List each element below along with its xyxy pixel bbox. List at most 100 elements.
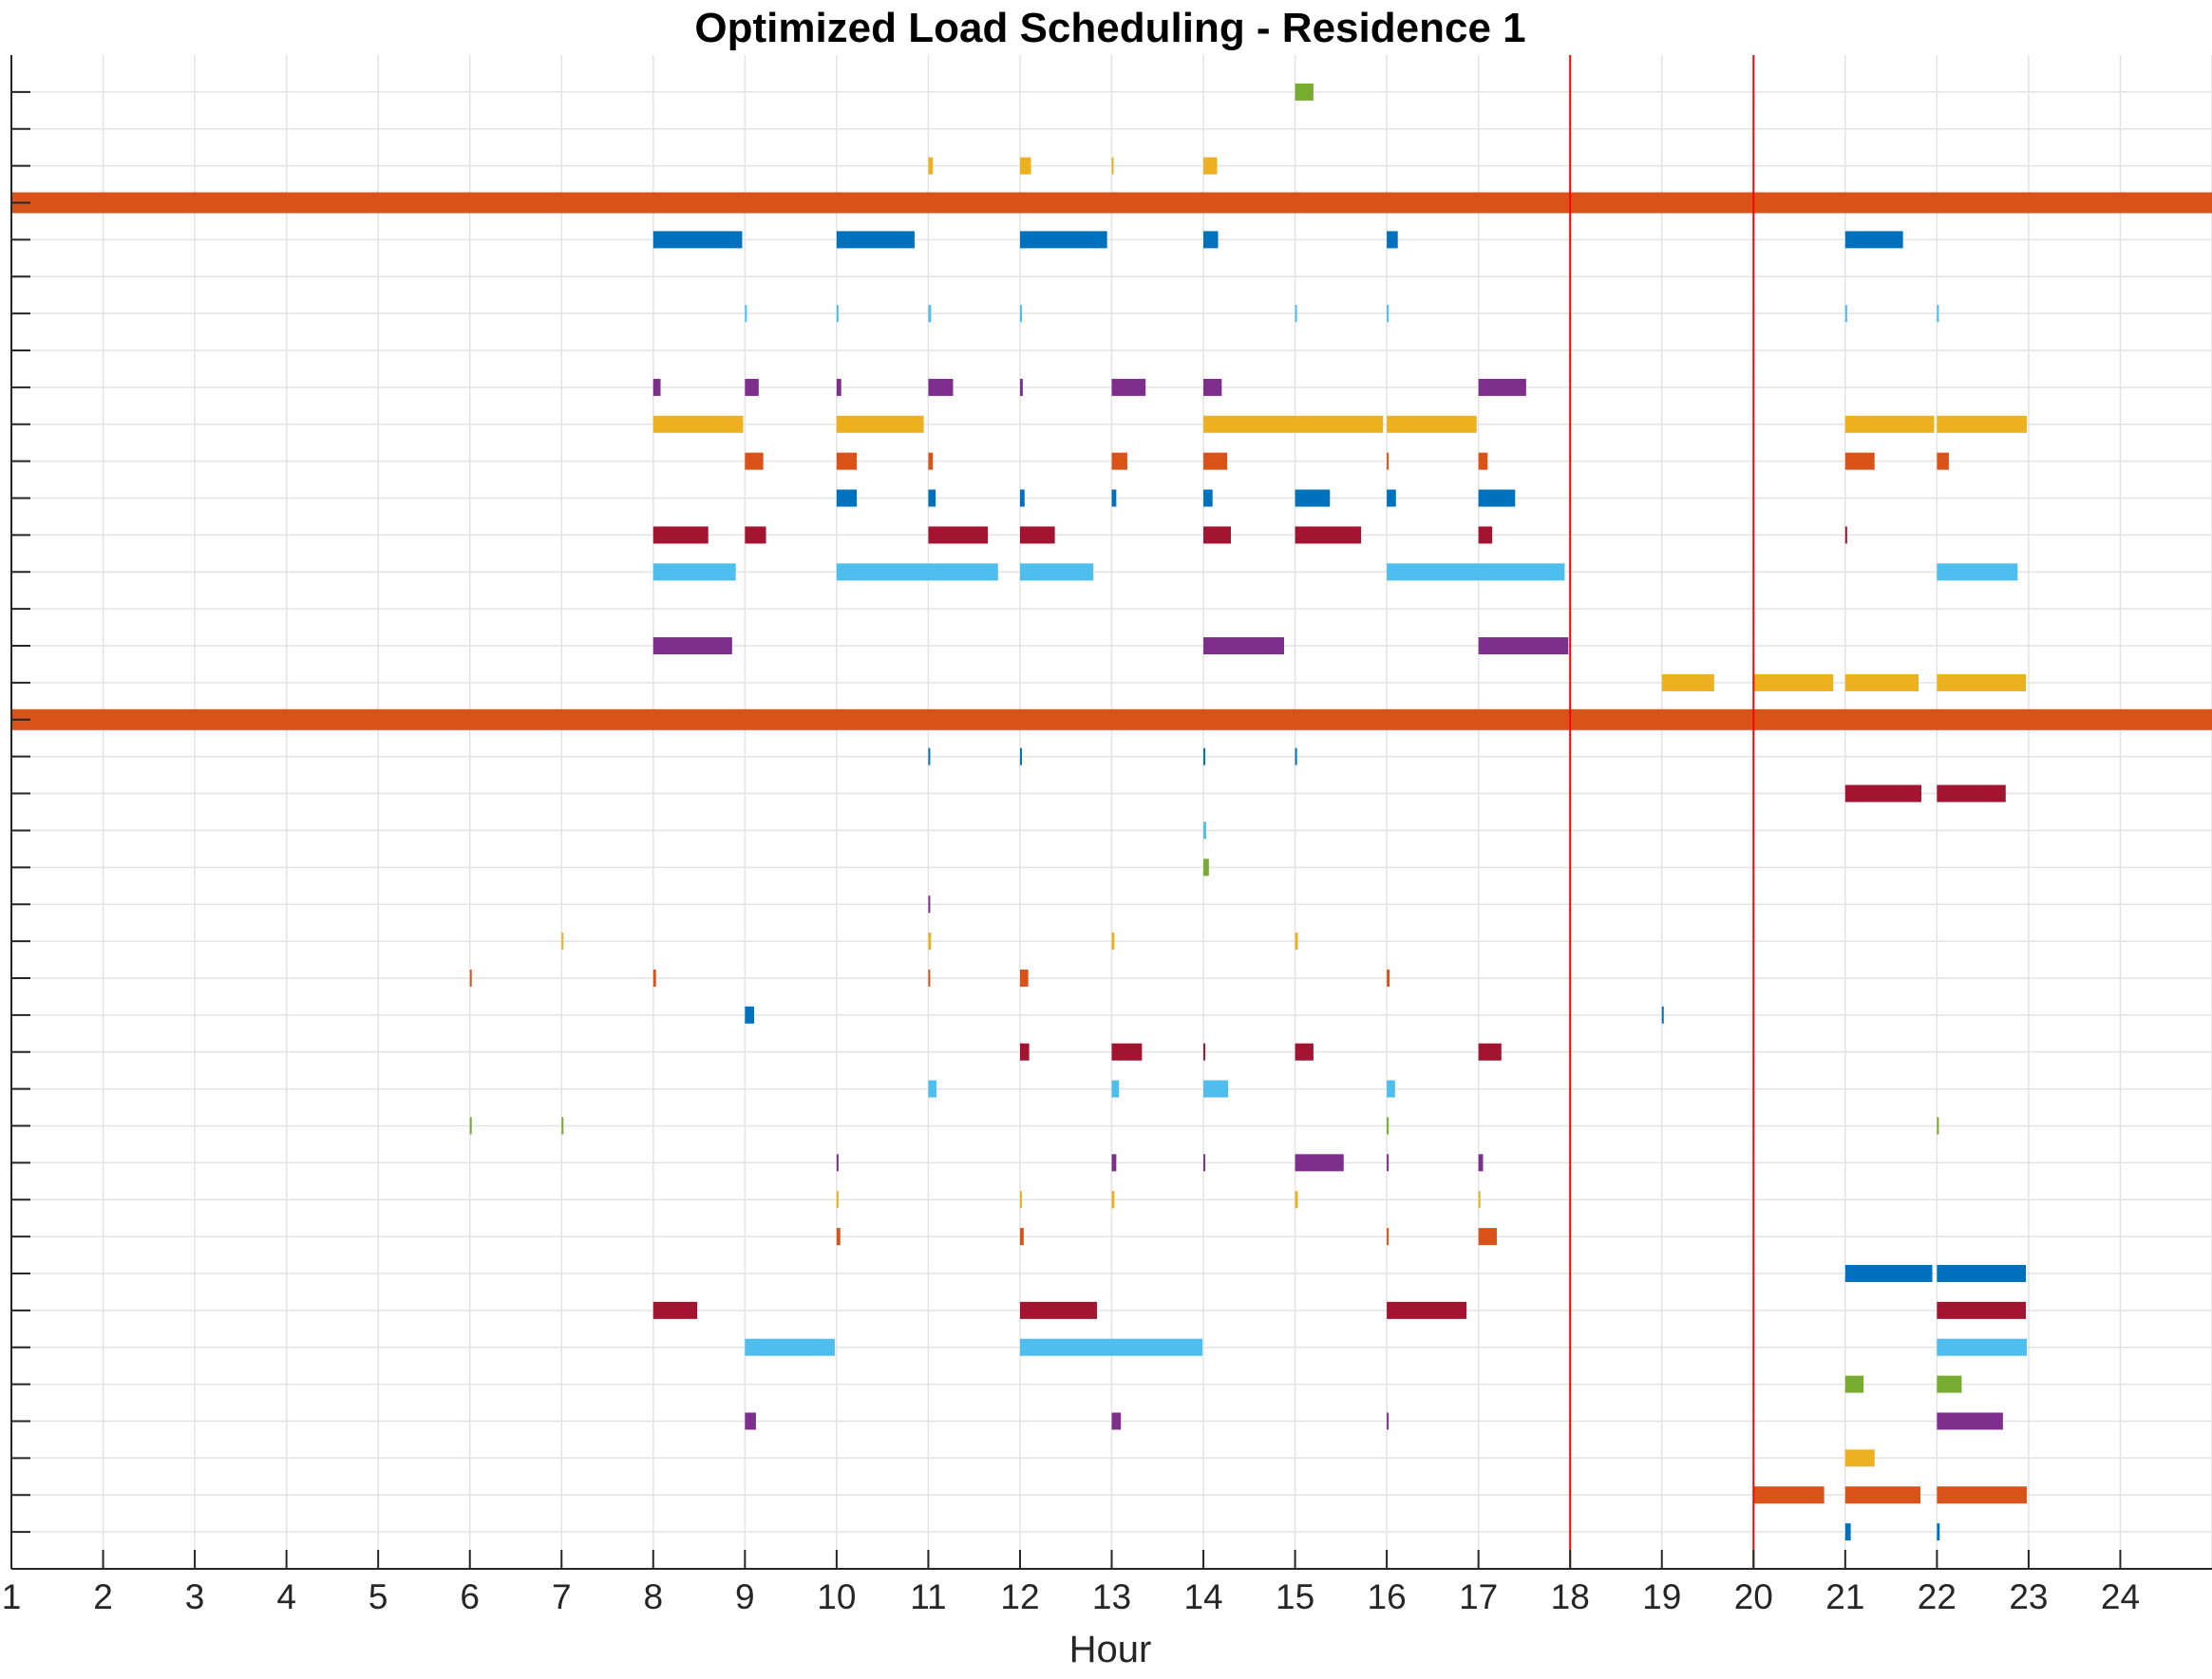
- x-tick-label: 16: [1368, 1577, 1407, 1616]
- x-tick-label: 7: [552, 1577, 572, 1616]
- schedule-bar: [836, 378, 841, 396]
- schedule-bar: [928, 157, 934, 175]
- x-tick-label: 24: [2101, 1577, 2140, 1616]
- schedule-bar: [1478, 452, 1488, 470]
- schedule-bar: [928, 526, 989, 544]
- schedule-bar: [1295, 305, 1297, 323]
- schedule-bar: [1019, 526, 1055, 544]
- schedule-bar: [11, 192, 2212, 214]
- schedule-bar: [561, 933, 564, 951]
- schedule-bar: [469, 969, 472, 987]
- schedule-bar: [1203, 1080, 1229, 1098]
- schedule-bar: [652, 1301, 698, 1319]
- schedule-bar: [1387, 1301, 1467, 1319]
- schedule-bar: [1203, 1043, 1206, 1061]
- schedule-bar: [1203, 452, 1228, 470]
- x-tick-label: 3: [185, 1577, 205, 1616]
- schedule-bar: [1387, 415, 1477, 433]
- schedule-bar: [1019, 969, 1029, 987]
- schedule-bar: [1387, 1228, 1390, 1246]
- schedule-bar: [1844, 1264, 1933, 1282]
- schedule-bar: [1019, 489, 1025, 507]
- schedule-bar: [1844, 526, 1847, 544]
- schedule-bar: [1019, 1301, 1098, 1319]
- schedule-bar: [1111, 452, 1127, 470]
- x-tick-label: 6: [460, 1577, 480, 1616]
- schedule-bar: [1111, 933, 1115, 951]
- schedule-bar: [1937, 305, 1939, 323]
- x-tick-label: 9: [735, 1577, 755, 1616]
- schedule-bar: [745, 1412, 756, 1430]
- schedule-bar: [1387, 231, 1398, 249]
- schedule-bar: [1387, 1117, 1390, 1135]
- schedule-bar: [1478, 1154, 1484, 1172]
- schedule-bar: [745, 378, 759, 396]
- schedule-bar: [1203, 526, 1232, 544]
- schedule-bar: [1844, 1449, 1875, 1467]
- schedule-bar: [1111, 1043, 1143, 1061]
- schedule-bar: [1203, 821, 1206, 840]
- schedule-bar: [1387, 305, 1390, 323]
- x-tick-label: 23: [2009, 1577, 2048, 1616]
- schedule-bar: [561, 1117, 564, 1135]
- schedule-bar: [745, 305, 747, 323]
- schedule-bar: [1478, 1228, 1497, 1246]
- schedule-bar: [1019, 231, 1107, 249]
- schedule-bar: [1844, 1486, 1920, 1504]
- schedule-bar: [1111, 1412, 1122, 1430]
- chart-title: Optimized Load Scheduling - Residence 1: [694, 5, 1525, 51]
- schedule-bar: [1844, 231, 1903, 249]
- schedule-bar: [1295, 747, 1297, 765]
- x-tick-label: 17: [1459, 1577, 1498, 1616]
- x-tick-label: 2: [93, 1577, 113, 1616]
- schedule-bar: [1478, 1043, 1502, 1061]
- schedule-bar: [928, 305, 932, 323]
- schedule-bar: [1019, 157, 1031, 175]
- schedule-bar: [1937, 1338, 2027, 1356]
- schedule-bar: [1387, 1154, 1390, 1172]
- schedule-bar: [1203, 1154, 1206, 1172]
- schedule-bar: [652, 969, 656, 987]
- schedule-bar: [1203, 747, 1206, 765]
- schedule-bar: [1844, 784, 1921, 802]
- schedule-bar: [1937, 1375, 1962, 1393]
- schedule-bar: [1387, 452, 1390, 470]
- schedule-bar: [1478, 637, 1569, 655]
- schedule-bar: [836, 1191, 839, 1209]
- schedule-bar: [1111, 378, 1146, 396]
- schedule-bar: [469, 1117, 472, 1135]
- schedule-bar: [1937, 563, 2018, 581]
- schedule-bar: [1111, 1191, 1115, 1209]
- x-tick-label: 10: [817, 1577, 856, 1616]
- schedule-bar: [1661, 673, 1714, 691]
- x-tick-label: 20: [1734, 1577, 1773, 1616]
- schedule-bar: [1387, 1080, 1395, 1098]
- schedule-bar: [1019, 1228, 1024, 1246]
- schedule-bar: [1203, 637, 1284, 655]
- schedule-bar: [1295, 933, 1298, 951]
- schedule-bar: [928, 969, 931, 987]
- schedule-bar: [1203, 489, 1213, 507]
- x-tick-label: 21: [1825, 1577, 1864, 1616]
- x-tick-label: 18: [1551, 1577, 1590, 1616]
- x-tick-label: 15: [1276, 1577, 1314, 1616]
- schedule-bar: [1937, 1264, 2027, 1282]
- schedule-bar: [1753, 673, 1834, 691]
- schedule-bar: [1844, 1375, 1864, 1393]
- schedule-bar: [928, 452, 934, 470]
- schedule-bar: [1478, 526, 1493, 544]
- schedule-bar: [1111, 1154, 1117, 1172]
- schedule-bar: [1387, 563, 1565, 581]
- schedule-bar: [1844, 415, 1935, 433]
- x-tick-label: 1: [2, 1577, 22, 1616]
- schedule-bar: [836, 305, 839, 323]
- schedule-bar: [1295, 1043, 1314, 1061]
- x-tick-label: 22: [1918, 1577, 1957, 1616]
- schedule-bar: [745, 526, 766, 544]
- schedule-bar: [1295, 526, 1362, 544]
- bars-layer: [11, 83, 2212, 1541]
- schedule-bar: [1937, 415, 2027, 433]
- schedule-bar: [1019, 1043, 1030, 1061]
